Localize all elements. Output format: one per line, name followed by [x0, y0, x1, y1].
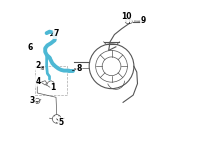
Text: 10: 10: [121, 12, 132, 21]
Text: 5: 5: [58, 118, 64, 127]
Circle shape: [126, 21, 127, 22]
Text: 4: 4: [36, 77, 41, 86]
Text: 2: 2: [36, 61, 41, 70]
Circle shape: [56, 122, 57, 123]
Circle shape: [54, 115, 55, 116]
Text: 3: 3: [30, 96, 35, 105]
Circle shape: [41, 67, 42, 69]
Text: 6: 6: [28, 43, 33, 52]
Circle shape: [58, 115, 59, 116]
Text: 8: 8: [76, 64, 82, 73]
Text: 1: 1: [51, 83, 56, 92]
Text: 9: 9: [141, 16, 146, 25]
Circle shape: [130, 21, 132, 22]
Text: 7: 7: [53, 29, 59, 38]
